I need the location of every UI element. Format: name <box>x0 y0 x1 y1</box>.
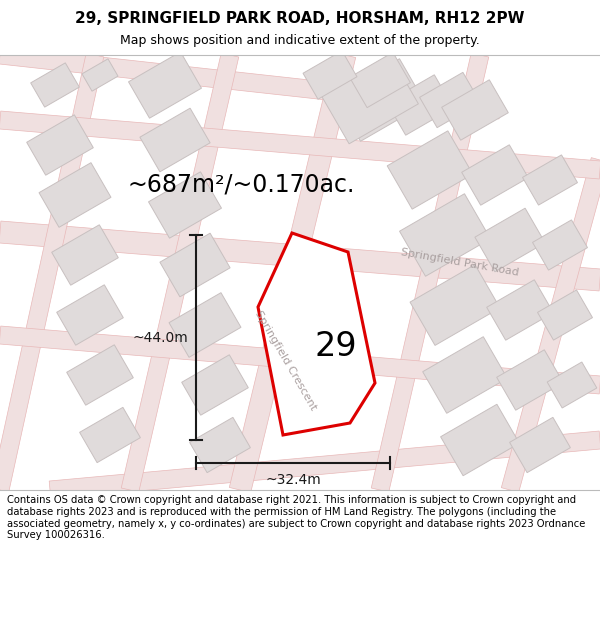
Text: Map shows position and indicative extent of the property.: Map shows position and indicative extent… <box>120 34 480 47</box>
Text: 29: 29 <box>314 331 357 363</box>
Polygon shape <box>0 326 600 394</box>
Polygon shape <box>80 408 140 462</box>
Polygon shape <box>487 280 553 340</box>
Polygon shape <box>523 155 577 205</box>
Polygon shape <box>149 172 221 238</box>
Polygon shape <box>182 355 248 415</box>
Polygon shape <box>335 59 425 141</box>
Text: Springfield Park Road: Springfield Park Road <box>400 247 520 278</box>
Polygon shape <box>140 108 210 172</box>
Polygon shape <box>442 80 508 140</box>
Text: ~687m²/~0.170ac.: ~687m²/~0.170ac. <box>128 173 355 197</box>
Polygon shape <box>387 131 473 209</box>
Polygon shape <box>350 52 410 107</box>
Text: Springfield Crescent: Springfield Crescent <box>253 309 319 411</box>
Polygon shape <box>56 285 124 345</box>
Polygon shape <box>410 264 500 346</box>
Polygon shape <box>371 53 489 492</box>
Polygon shape <box>190 418 250 472</box>
Polygon shape <box>26 115 94 175</box>
Polygon shape <box>303 51 357 99</box>
Polygon shape <box>0 46 501 119</box>
Polygon shape <box>0 53 104 492</box>
Polygon shape <box>49 431 600 499</box>
Text: Contains OS data © Crown copyright and database right 2021. This information is : Contains OS data © Crown copyright and d… <box>7 496 586 540</box>
Polygon shape <box>39 162 111 228</box>
Polygon shape <box>82 59 118 91</box>
Polygon shape <box>31 63 79 107</box>
Polygon shape <box>547 362 597 408</box>
Polygon shape <box>128 52 202 118</box>
Polygon shape <box>533 220 587 270</box>
Polygon shape <box>52 225 118 285</box>
Polygon shape <box>0 221 600 291</box>
Polygon shape <box>509 418 571 472</box>
Polygon shape <box>121 53 239 492</box>
Polygon shape <box>322 56 418 144</box>
Polygon shape <box>67 345 133 405</box>
Polygon shape <box>0 111 600 179</box>
Polygon shape <box>475 208 545 272</box>
Polygon shape <box>169 292 241 357</box>
Polygon shape <box>386 75 454 135</box>
Polygon shape <box>538 290 592 340</box>
Text: ~44.0m: ~44.0m <box>132 331 188 344</box>
Polygon shape <box>461 145 529 205</box>
Polygon shape <box>258 233 375 435</box>
Polygon shape <box>400 194 490 276</box>
Polygon shape <box>502 158 600 492</box>
Polygon shape <box>419 72 481 127</box>
Text: ~32.4m: ~32.4m <box>265 473 321 487</box>
Polygon shape <box>229 52 356 493</box>
Text: 29, SPRINGFIELD PARK ROAD, HORSHAM, RH12 2PW: 29, SPRINGFIELD PARK ROAD, HORSHAM, RH12… <box>75 11 525 26</box>
Polygon shape <box>160 233 230 297</box>
Polygon shape <box>440 404 520 476</box>
Polygon shape <box>497 350 563 410</box>
Polygon shape <box>422 337 508 413</box>
